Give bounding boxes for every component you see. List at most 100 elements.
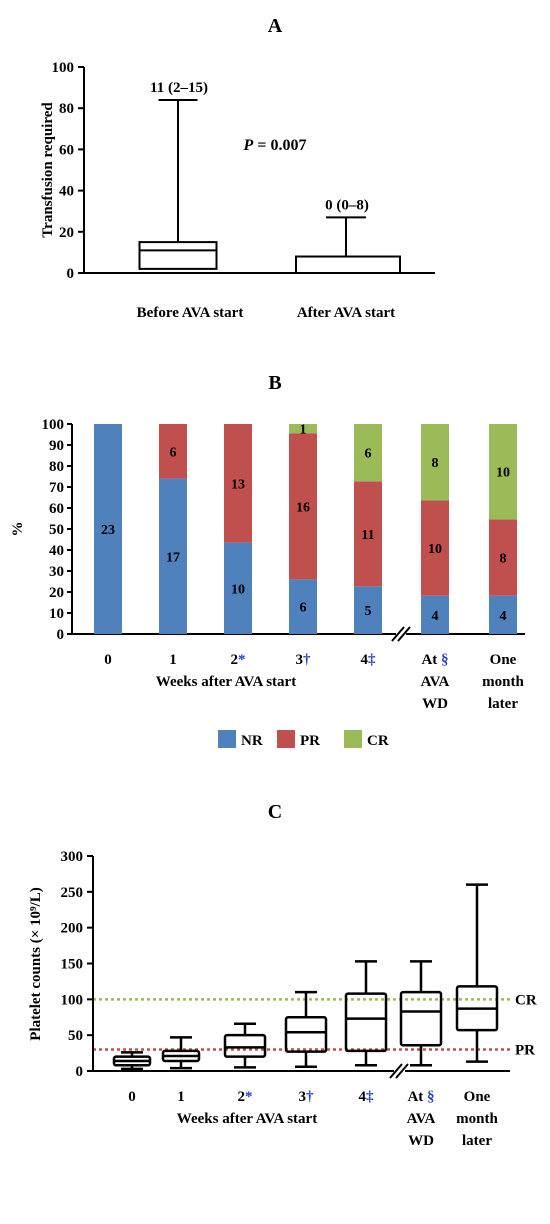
panel-c-x-tick-label: One <box>464 1089 491 1105</box>
panel-c-x-tick-label: month <box>456 1111 498 1127</box>
panel-c-box <box>223 1033 267 1058</box>
panel-a-y-tick-label: 40 <box>59 184 74 200</box>
panel-c-x-tick-label: later <box>462 1133 492 1149</box>
panel-b-y-tick-label: 70 <box>49 480 64 496</box>
panel-c-box <box>399 990 443 1047</box>
panel-b-bar-count: 10 <box>231 582 245 597</box>
panel-a-x-tick-label: Before AVA start <box>137 305 244 321</box>
panel-b-x-tick-label: One <box>490 652 517 668</box>
panel-b-bar-pr <box>159 424 187 479</box>
panel-b-bar-nr <box>354 586 382 634</box>
panel-b-bar-nr <box>421 595 449 634</box>
panel-c-y-tick-label: 50 <box>68 1028 83 1044</box>
panel-b-y-tick-label: 90 <box>49 438 64 454</box>
panel-b-y-tick-label: 30 <box>49 564 64 580</box>
panel-b-legend-swatch-pr <box>277 730 295 748</box>
panel-c-x-tick-label: AVA <box>407 1111 436 1127</box>
panel-c-y-tick-label: 200 <box>61 921 84 937</box>
panel-b-bar-cr <box>489 424 517 520</box>
panel-a-x-tick-label: After AVA start <box>297 305 395 321</box>
panel-c-y-tick-label: 100 <box>61 992 84 1008</box>
panel-b-bar-count: 8 <box>500 552 507 567</box>
panel-b-x-tick-label: AVA <box>421 674 450 690</box>
panel-b-bar-count: 4 <box>500 609 507 624</box>
panel-b-bar-count: 10 <box>496 466 510 481</box>
panel-a-box-label: 0 (0–8) <box>325 197 369 213</box>
panel-b-bar-nr <box>94 424 122 634</box>
panel-b-x-tick-label: WD <box>422 696 448 712</box>
panel-b-bar-count: 6 <box>365 447 372 462</box>
panel-a-y-tick-label: 20 <box>59 225 74 241</box>
panel-b-y-tick-label: 10 <box>49 606 64 622</box>
panel-c-axis-break <box>395 1063 409 1079</box>
panel-b-legend-label: CR <box>367 733 389 749</box>
panel-c-x-tick-label: 4‡ <box>359 1089 375 1105</box>
panel-b-bar-count: 4 <box>432 609 439 624</box>
panel-b-bar-pr <box>421 500 449 596</box>
panel-b-x-tick-label: 1 <box>169 652 177 668</box>
panel-c-y-tick-label: 250 <box>61 885 84 901</box>
panel-a-y-tick-label: 100 <box>52 60 75 76</box>
panel-c-reference-label-pr: PR <box>515 1043 535 1059</box>
panel-b-legend-label: NR <box>241 733 263 749</box>
panel-b-y-tick-label: 80 <box>49 459 64 475</box>
panel-b-bar-nr <box>289 579 317 634</box>
panel-b-x-tick-label: 4‡ <box>361 652 377 668</box>
panel-b-y-tick-label: 100 <box>42 417 65 433</box>
panel-b-bar-count: 5 <box>365 604 372 619</box>
panel-b-y-tick-label: 0 <box>57 627 65 643</box>
panel-b-y-tick-label: 40 <box>49 543 64 559</box>
panel-b-y-axis-title: % <box>10 522 26 537</box>
panel-c-box <box>284 1016 328 1053</box>
panel-a-p-value: P = 0.007 <box>243 137 307 154</box>
panel-b-bar-nr <box>159 478 187 634</box>
panel-c-x-tick-label: 2* <box>238 1089 253 1105</box>
panel-a-y-tick-label: 80 <box>59 101 74 117</box>
panel-c-x-axis-title: Weeks after AVA start <box>177 1111 317 1127</box>
panel-c-box <box>344 992 388 1053</box>
panel-b-bar-count: 6 <box>300 601 307 616</box>
panel-b-bar-count: 13 <box>231 477 245 492</box>
panel-b-bar-pr <box>224 424 252 543</box>
panel-c-y-axis-title: Platelet counts (× 10⁹/L) <box>28 887 44 1040</box>
panel-b-x-axis-title: Weeks after AVA start <box>156 674 296 690</box>
panel-b-bar-pr <box>289 433 317 580</box>
panel-c-label: C <box>268 801 282 823</box>
panel-b-bar-nr <box>224 542 252 634</box>
panel-b-y-tick-label: 60 <box>49 501 64 517</box>
panel-a-box <box>138 241 218 270</box>
panel-c-x-tick-label: 0 <box>128 1089 136 1105</box>
panel-b-x-tick-label: 3† <box>296 652 312 668</box>
panel-b-bar-count: 1 <box>300 423 307 438</box>
panel-b-y-tick-label: 50 <box>49 522 64 538</box>
panel-c-x-tick-label: 3† <box>299 1089 315 1105</box>
panel-b-bar-count: 23 <box>101 523 115 538</box>
panel-b-bar-nr <box>489 595 517 634</box>
panel-a-label: A <box>268 15 283 37</box>
panel-b-x-tick-label: 0 <box>104 652 112 668</box>
panel-c-y-tick-label: 150 <box>61 957 84 973</box>
panel-c-axis-break <box>389 1063 403 1079</box>
panel-b-axis-break <box>397 626 411 642</box>
panel-b-x-tick-label: later <box>488 696 518 712</box>
panel-a-box-label: 11 (2–15) <box>150 80 208 96</box>
panel-b-bar-pr <box>354 481 382 587</box>
panel-c-y-tick-label: 0 <box>76 1064 84 1080</box>
panel-b-x-tick-label: 2* <box>231 652 246 668</box>
panel-b-y-tick-label: 20 <box>49 585 64 601</box>
panel-b-label: B <box>268 372 281 394</box>
panel-c-x-tick-label: WD <box>408 1133 434 1149</box>
panel-b-legend-swatch-nr <box>218 730 236 748</box>
panel-b-x-tick-label: month <box>482 674 524 690</box>
panel-a-y-axis-title: Transfusion required <box>40 102 56 238</box>
panel-b-x-tick-label: At § <box>421 652 448 668</box>
panel-c-x-tick-label: At § <box>407 1089 434 1105</box>
panel-a-y-tick-label: 0 <box>67 266 75 282</box>
panel-b-bar-count: 11 <box>361 528 374 543</box>
panel-a-box <box>295 255 401 274</box>
panel-c-x-tick-label: 1 <box>177 1089 185 1105</box>
panel-b-legend-label: PR <box>300 733 320 749</box>
panel-b-bar-cr <box>354 424 382 482</box>
